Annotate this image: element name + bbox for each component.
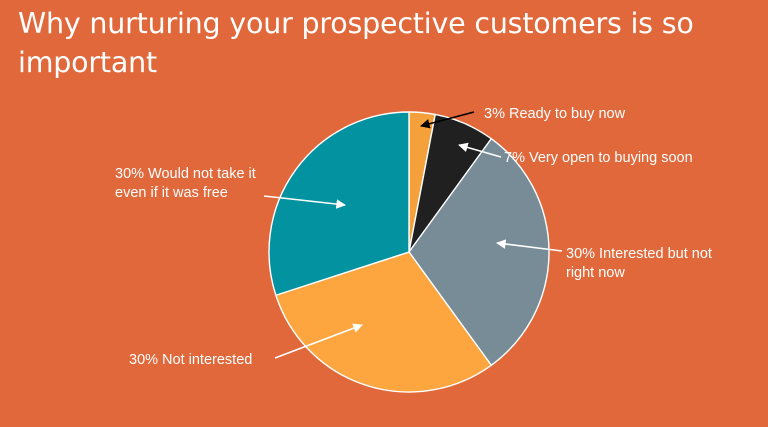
slice-label-interested-but-not-right-now: 30% Interested but not right now xyxy=(566,246,712,281)
callout-arrow-ready-to-buy-now xyxy=(420,111,475,129)
slice-label-would-not-take-it-free: 30% Would not take it even if it was free xyxy=(115,166,256,201)
callout-arrow-would-not-take-it-free xyxy=(263,195,346,209)
slide-title: Why nurturing your prospective customers… xyxy=(18,7,694,79)
slice-label-not-interested: 30% Not interested xyxy=(129,352,252,368)
pie-slice-interested-but-not-right-now xyxy=(408,138,550,366)
pie-callouts: 3% Ready to buy now 7% Very open to buyin… xyxy=(115,106,712,368)
callout-arrow-interested-but-not-right-now xyxy=(496,239,563,252)
pie-slice-not-interested xyxy=(275,251,492,393)
slice-label-very-open-to-buying-soon: 7% Very open to buying soon xyxy=(504,150,693,166)
callout-arrow-very-open-to-buying-soon xyxy=(458,142,502,158)
callout-arrow-not-interested xyxy=(274,323,363,359)
pie-slices xyxy=(268,111,550,393)
slice-label-ready-to-buy-now: 3% Ready to buy now xyxy=(484,106,626,122)
